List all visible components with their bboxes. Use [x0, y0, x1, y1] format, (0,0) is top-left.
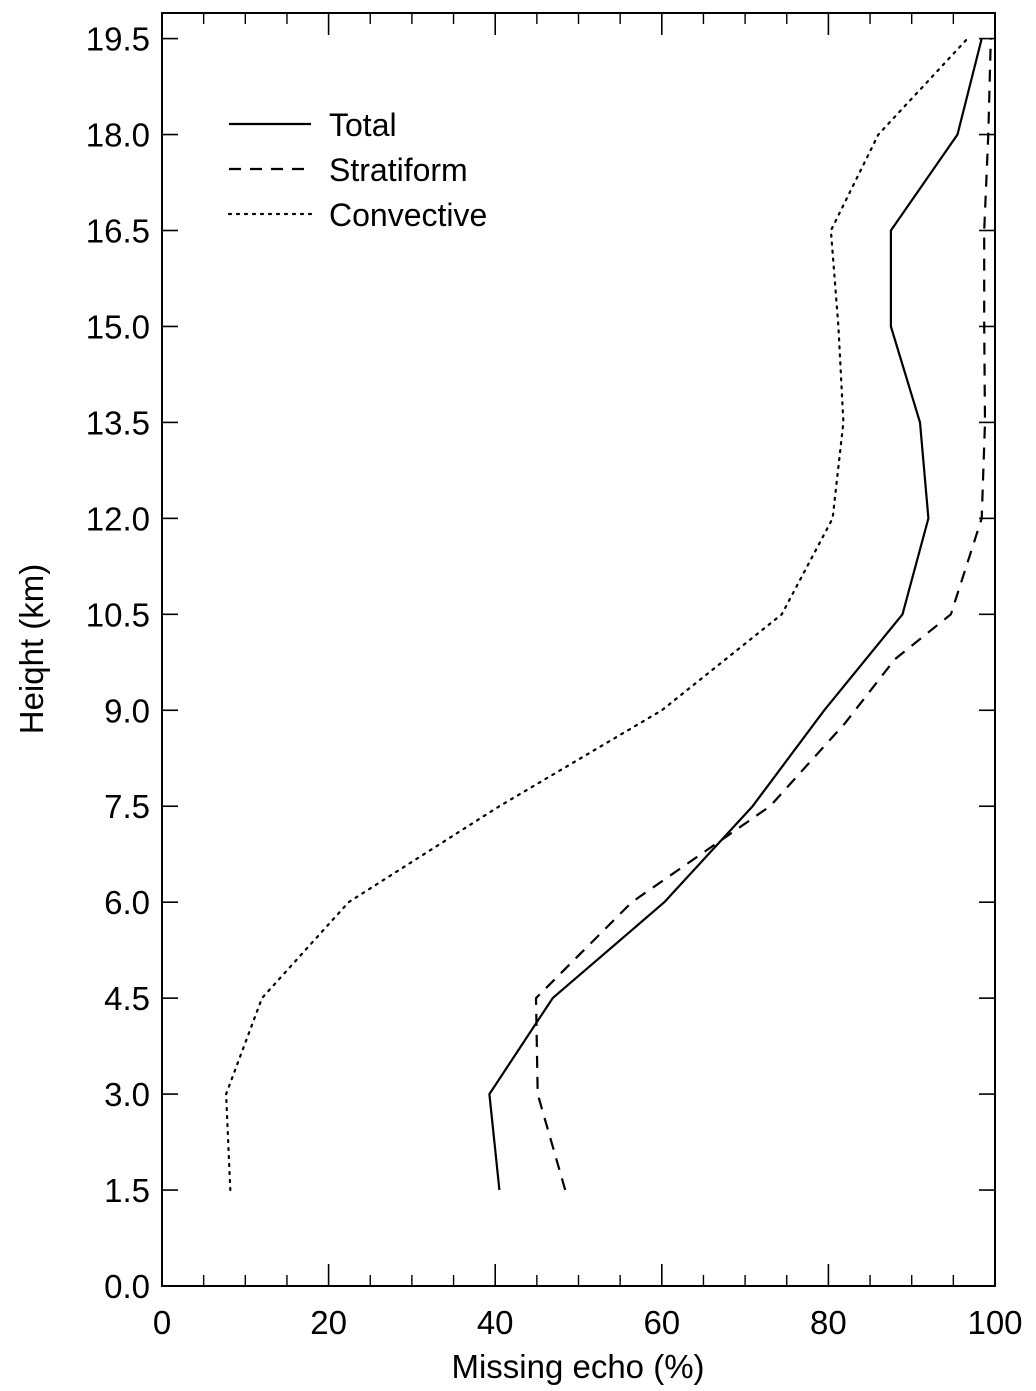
x-tick-label: 60: [643, 1304, 680, 1341]
plot-frame: [161, 12, 996, 1287]
legend-label-total: Total: [329, 107, 397, 143]
x-tick-label: 80: [810, 1304, 847, 1341]
series-line-stratiform: [534, 38, 992, 1191]
y-tick-label: 16.5: [86, 212, 150, 249]
legend-label-convective: Convective: [329, 197, 487, 233]
y-axis-title: Heiqht (km): [13, 564, 50, 735]
x-tick-label: 20: [310, 1304, 347, 1341]
x-ticks: 0 20 40 60 80 100: [153, 13, 1023, 1341]
series-layer: [225, 37, 992, 1192]
y-tick-label: 15.0: [86, 308, 150, 345]
x-tick-label: 0: [153, 1304, 171, 1341]
x-tick-label: 100: [967, 1304, 1022, 1341]
y-tick-label: 0.0: [104, 1268, 150, 1305]
y-tick-label: 12.0: [86, 500, 150, 537]
legend-label-stratiform: Stratiform: [329, 152, 468, 188]
series-line-convective: [225, 37, 969, 1192]
y-tick-label: 4.5: [104, 980, 150, 1017]
series-line-total: [488, 38, 983, 1191]
y-ticks: 0.0 1.5 3.0 4.5 6.0 7.5 9.0 10.5 12.0 13.5 15.0 16.…: [86, 21, 995, 1305]
y-tick-label: 10.5: [86, 596, 150, 633]
x-axis-title: Missing echo (%): [451, 1348, 704, 1385]
y-tick-label: 3.0: [104, 1076, 150, 1113]
y-tick-label: 1.5: [104, 1172, 150, 1209]
legend: Total Stratiform Convective: [227, 107, 487, 233]
y-tick-label: 6.0: [104, 884, 150, 921]
y-tick-label: 19.5: [86, 21, 150, 58]
y-tick-label: 7.5: [104, 788, 150, 825]
y-tick-label: 9.0: [104, 692, 150, 729]
y-tick-label: 13.5: [86, 404, 150, 441]
y-tick-label: 18.0: [86, 117, 150, 154]
x-tick-label: 40: [477, 1304, 514, 1341]
